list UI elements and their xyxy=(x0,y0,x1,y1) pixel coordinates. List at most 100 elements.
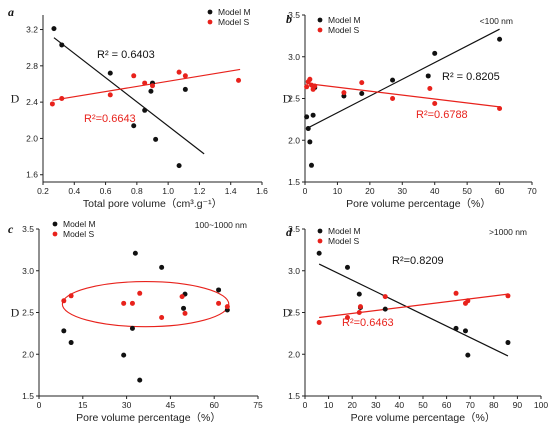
x-axis-label: Pore volume percentage（%） xyxy=(346,198,491,210)
x-tick-label: 70 xyxy=(527,186,537,196)
data-point xyxy=(182,310,188,316)
data-point xyxy=(344,315,350,321)
y-tick-label: 1.5 xyxy=(22,391,34,401)
data-point xyxy=(59,42,65,48)
data-point xyxy=(137,290,143,296)
x-tick-label: 20 xyxy=(365,186,375,196)
y-axis-label: D xyxy=(283,92,292,106)
data-point xyxy=(359,90,365,96)
data-point xyxy=(505,293,511,299)
y-axis-label: D xyxy=(11,306,20,320)
y-tick-label: 3.2 xyxy=(26,25,38,35)
r-squared-label: R²=0.6463 xyxy=(342,317,394,329)
data-point xyxy=(131,73,137,79)
x-axis-label: Pore volume percentage（%） xyxy=(351,412,496,424)
legend-marker xyxy=(317,17,323,23)
x-axis-label: Total pore volume（cm³.g⁻¹） xyxy=(83,198,222,210)
x-tick-label: 80 xyxy=(489,400,499,410)
data-point xyxy=(137,377,143,383)
fit-line xyxy=(319,293,509,319)
data-point xyxy=(304,114,310,120)
fit-line xyxy=(306,28,500,130)
data-point xyxy=(357,304,363,310)
legend-marker xyxy=(317,238,323,244)
fit-line xyxy=(53,37,205,155)
legend-marker xyxy=(317,228,323,234)
data-point xyxy=(356,310,362,315)
data-point xyxy=(153,136,159,142)
data-point xyxy=(310,112,316,118)
x-tick-label: 0 xyxy=(303,400,308,410)
data-point xyxy=(341,90,347,96)
y-tick-label: 3.5 xyxy=(288,224,300,234)
legend-label: Model S xyxy=(328,236,360,246)
r-squared-label: R²=0.8209 xyxy=(392,255,444,267)
data-point xyxy=(465,298,471,304)
legend-marker xyxy=(52,221,58,227)
x-tick-label: 60 xyxy=(209,400,219,410)
x-tick-label: 0 xyxy=(303,186,308,196)
data-point xyxy=(51,26,57,32)
data-point xyxy=(182,73,188,79)
data-point xyxy=(59,96,65,101)
y-tick-label: 2.8 xyxy=(26,61,38,71)
x-tick-label: 15 xyxy=(78,400,88,410)
y-tick-label: 2.0 xyxy=(22,349,34,359)
data-point xyxy=(129,300,135,306)
panel-label: c xyxy=(8,222,14,236)
data-point xyxy=(356,291,362,297)
data-point xyxy=(305,126,311,132)
data-point xyxy=(307,76,313,82)
legend-marker xyxy=(52,231,58,237)
data-point xyxy=(159,315,165,321)
highlight-ellipse xyxy=(61,281,230,328)
panel-label: b xyxy=(286,12,292,26)
fit-line xyxy=(318,263,509,357)
data-point xyxy=(224,304,230,310)
data-point xyxy=(179,294,185,300)
data-point xyxy=(432,101,438,107)
y-tick-label: 1.5 xyxy=(288,391,300,401)
data-point xyxy=(462,328,468,334)
x-tick-label: 10 xyxy=(333,186,343,196)
data-point xyxy=(142,80,148,86)
data-point xyxy=(304,84,310,90)
x-tick-label: 20 xyxy=(347,400,357,410)
legend-label: Model M xyxy=(218,7,251,17)
y-tick-label: 2.5 xyxy=(288,94,300,104)
x-tick-label: 90 xyxy=(513,400,523,410)
data-point xyxy=(359,80,365,86)
x-tick-label: 30 xyxy=(122,400,132,410)
data-point xyxy=(176,69,182,75)
data-point xyxy=(465,352,471,358)
x-tick-label: 40 xyxy=(430,186,440,196)
legend-marker xyxy=(317,27,323,33)
x-tick-label: 70 xyxy=(465,400,475,410)
data-point xyxy=(176,163,182,169)
x-tick-label: 40 xyxy=(395,400,405,410)
data-point xyxy=(316,250,322,256)
data-point xyxy=(427,85,433,91)
x-tick-label: 100 xyxy=(534,400,548,410)
data-point xyxy=(216,300,222,306)
legend-label: Model S xyxy=(63,229,95,239)
panel-label: d xyxy=(286,225,293,239)
x-tick-label: 10 xyxy=(324,400,334,410)
x-tick-label: 0.6 xyxy=(100,186,112,196)
y-tick-label: 2.5 xyxy=(22,308,34,318)
data-point xyxy=(453,325,459,331)
data-point xyxy=(390,77,396,83)
data-point xyxy=(68,293,74,299)
legend-label: Model M xyxy=(328,15,361,25)
x-axis-label: Pore volume percentage（%） xyxy=(76,412,221,424)
data-point xyxy=(142,107,148,113)
data-point xyxy=(182,86,188,92)
data-point xyxy=(129,325,135,331)
panel-b: 0 10 20 30 40 50 60 70 1.5 2.0 2.5 3.0 3.5 Pore volum… xyxy=(283,10,537,210)
data-point xyxy=(497,106,503,112)
data-point xyxy=(505,340,511,346)
y-tick-label: 1.5 xyxy=(288,177,300,187)
x-tick-label: 1.6 xyxy=(256,186,268,196)
x-tick-label: 30 xyxy=(398,186,408,196)
y-tick-label: 3.5 xyxy=(288,10,300,20)
